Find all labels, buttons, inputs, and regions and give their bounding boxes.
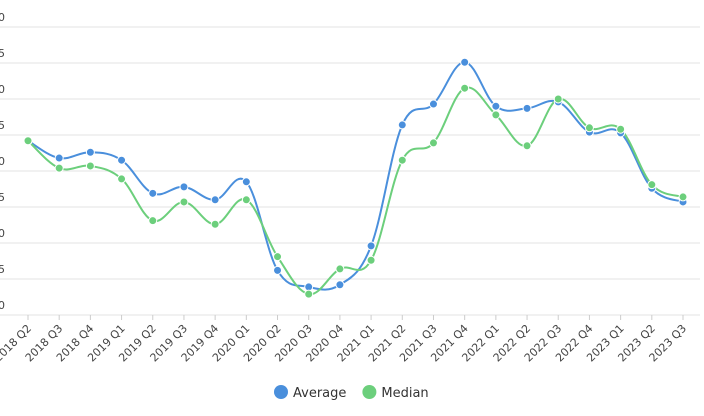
data-point — [460, 83, 470, 93]
data-point — [210, 195, 220, 205]
data-point — [678, 192, 688, 202]
data-point — [241, 177, 251, 187]
data-point — [366, 255, 376, 265]
data-point — [491, 110, 501, 120]
y-tick-label: 20 — [0, 155, 5, 168]
legend-label: Average — [293, 386, 346, 401]
series-line — [27, 61, 684, 291]
data-point — [23, 136, 33, 146]
y-tick-label: 15 — [0, 191, 5, 204]
data-point — [54, 153, 64, 163]
data-point — [616, 124, 626, 134]
data-point — [335, 264, 345, 274]
data-point — [54, 163, 64, 173]
y-tick-label: 35 — [0, 47, 5, 60]
data-point — [428, 138, 438, 148]
legend-marker — [362, 385, 377, 399]
y-tick-label: 40 — [0, 11, 5, 24]
legend-label: Median — [381, 386, 428, 401]
data-point — [428, 99, 438, 109]
data-point — [397, 155, 407, 165]
data-point — [85, 161, 95, 171]
legend: Average Median — [274, 385, 429, 401]
data-point — [397, 120, 407, 130]
data-point — [117, 174, 127, 184]
data-point — [117, 155, 127, 165]
data-point — [491, 101, 501, 111]
data-point — [522, 141, 532, 151]
data-point — [522, 103, 532, 113]
y-tick-label: 25 — [0, 119, 5, 132]
data-point — [366, 241, 376, 251]
data-point — [273, 252, 283, 262]
data-point — [304, 289, 314, 299]
data-point — [460, 57, 470, 67]
data-point — [179, 182, 189, 192]
data-point — [335, 280, 345, 290]
y-tick-label: 10 — [0, 227, 5, 240]
legend-marker — [274, 385, 288, 399]
data-point — [210, 219, 220, 229]
y-tick-label: 30 — [0, 83, 5, 96]
data-point — [647, 180, 657, 190]
data-point — [85, 147, 95, 157]
series-line — [27, 86, 684, 296]
y-tick-label: 0 — [0, 299, 5, 312]
data-point — [148, 188, 158, 198]
data-point — [241, 195, 251, 205]
data-point — [179, 197, 189, 207]
data-point — [148, 216, 158, 226]
y-tick-label: 5 — [0, 263, 5, 276]
data-point — [553, 94, 563, 104]
data-point — [584, 123, 594, 133]
data-point — [273, 265, 283, 275]
